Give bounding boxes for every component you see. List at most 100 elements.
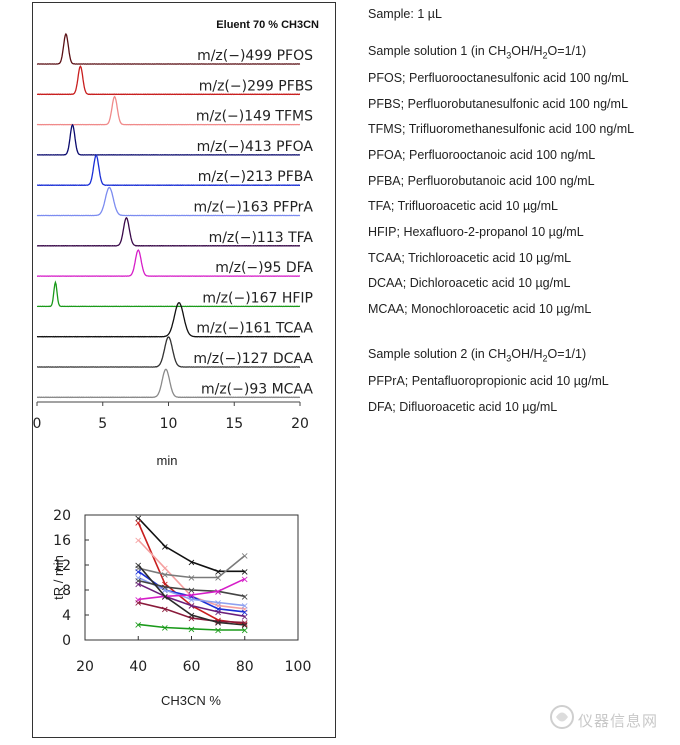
series-point-pfpra: × xyxy=(161,586,169,597)
plot-y-tick-label: 4 xyxy=(62,608,71,624)
trace-m-z-95-dfa xyxy=(37,249,300,277)
series-point-hfip: × xyxy=(134,620,142,631)
series-point-mcaa: × xyxy=(134,576,142,587)
solution1-heading: Sample solution 1 (in CH3OH/H2O=1/1) xyxy=(368,44,587,61)
legend-item-mcaa: MCAA; Monochloroacetic acid 10 µg/mL xyxy=(368,302,592,316)
legend-item-tfms: TFMS; Trifluoromethanesulfonic acid 100 … xyxy=(368,122,635,136)
legend-item-pfba: PFBA; Perfluorobutanoic acid 100 ng/mL xyxy=(368,174,595,188)
series-point-pfoa: × xyxy=(161,604,169,615)
figure-panel: Eluent 70 % CH3CN m/z(−)499 PFOS m/z(−)299… xyxy=(32,2,336,738)
series-point-pfpra: × xyxy=(241,601,249,612)
plot-x-tick-label: 80 xyxy=(236,659,254,675)
chromatogram-x-tick-label: 0 xyxy=(33,416,41,432)
series-line-pfoa xyxy=(138,601,245,624)
series-point-dcaa: × xyxy=(241,551,249,562)
series-point-dfa: × xyxy=(187,591,195,602)
series-point-mcaa: × xyxy=(161,582,169,593)
series-point-pfbs: × xyxy=(134,561,142,572)
chromatogram-x-tick-label: 15 xyxy=(225,416,243,432)
series-point-tfms: × xyxy=(214,601,222,612)
trace-label-m-z-149-tfms: m/z(−)149 TFMS xyxy=(196,109,313,125)
series-point-pfpra: × xyxy=(214,598,222,609)
series-point-tfms: × xyxy=(161,564,169,575)
series-point-pfoa: × xyxy=(241,618,249,629)
series-point-pfba: × xyxy=(214,604,222,615)
plot-y-axis-title: tR / min xyxy=(51,555,66,600)
trace-m-z-163-pfpra xyxy=(36,186,301,217)
series-line-pfba xyxy=(137,570,245,613)
plot-x-tick-label: 100 xyxy=(285,659,312,675)
legend-item-pfbs: PFBS; Perfluorobutanesulfonic acid 100 n… xyxy=(368,97,628,111)
trace-m-z-413-pfoa xyxy=(36,123,301,156)
series-line-hfip xyxy=(138,623,245,631)
series-point-pfba: × xyxy=(161,586,169,597)
series-point-tcaa: × xyxy=(161,542,169,553)
legend-item-pfos: PFOS; Perfluorooctanesulfonic acid 100 n… xyxy=(368,71,629,85)
trace-m-z-93-mcaa xyxy=(36,368,301,399)
series-point-tfms: × xyxy=(187,592,195,603)
series-point-hfip: × xyxy=(214,626,222,637)
solution2-heading: Sample solution 2 (in CH3OH/H2O=1/1) xyxy=(368,347,587,364)
series-point-pfba: × xyxy=(187,592,195,603)
series-point-pfbs: × xyxy=(214,618,222,629)
legend-item-tcaa: TCAA; Trichloroacetic acid 10 µg/mL xyxy=(368,251,572,265)
plot-x-tick-label: 20 xyxy=(76,659,94,675)
series-point-tcaa: × xyxy=(214,567,222,578)
series-line-dfa xyxy=(138,578,246,601)
legend-item-pfoa: PFOA; Perfluorooctanoic acid 100 ng/mL xyxy=(368,148,596,162)
trace-m-z-113-tfa xyxy=(36,216,301,247)
series-point-mcaa: × xyxy=(214,587,222,598)
series-point-dfa: × xyxy=(134,595,142,606)
chromatogram-x-axis-title: min xyxy=(157,453,178,468)
plot-x-axis-title: CH3CN % xyxy=(161,693,221,708)
sample-volume: Sample: 1 µL xyxy=(368,7,442,21)
series-point-pfbs: × xyxy=(187,611,195,622)
trace-label-m-z-95-dfa: m/z(−)95 DFA xyxy=(215,260,313,276)
series-point-hfip: × xyxy=(161,623,169,634)
series-point-dcaa: × xyxy=(134,564,142,575)
series-point-hfip: × xyxy=(241,626,249,637)
trace-label-m-z-299-pfbs: m/z(−)299 PFBS xyxy=(199,78,313,94)
series-point-hfip: × xyxy=(187,624,195,635)
series-point-pfos: × xyxy=(134,518,142,529)
series-point-pfba: × xyxy=(134,567,142,578)
legend-item-dfa: DFA; Difluoroacetic acid 10 µg/mL xyxy=(368,400,558,414)
trace-label-m-z-93-mcaa: m/z(−)93 MCAA xyxy=(201,381,313,397)
series-point-pfba: × xyxy=(241,607,249,618)
legend-item-dcaa: DCAA; Dichloroacetic acid 10 µg/mL xyxy=(368,276,571,290)
series-point-pfos: × xyxy=(187,601,195,612)
legend-item-hfip: HFIP; Hexafluoro-2-propanol 10 µg/mL xyxy=(368,225,584,239)
trace-label-m-z-413-pfoa: m/z(−)413 PFOA xyxy=(197,139,314,155)
series-line-dcaa xyxy=(138,554,246,579)
series-point-pfbs: × xyxy=(241,621,249,632)
trace-label-m-z-127-dcaa: m/z(−)127 DCAA xyxy=(193,351,313,367)
series-point-pfbs: × xyxy=(161,592,169,603)
plot-y-tick-label: 16 xyxy=(53,533,71,549)
series-point-dfa: × xyxy=(214,587,222,598)
trace-m-z-167-hfip xyxy=(36,280,301,308)
series-point-tfa: × xyxy=(134,579,142,590)
charts-svg: Eluent 70 % CH3CN m/z(−)499 PFOS m/z(−)299… xyxy=(33,19,319,708)
plot-y-tick-label: 8 xyxy=(62,583,71,599)
eluent-label: Eluent 70 % CH3CN xyxy=(216,19,319,31)
series-point-pfpra: × xyxy=(187,595,195,606)
series-point-tcaa: × xyxy=(241,567,249,578)
legend-item-pfpra: PFPrA; Pentafluoropropionic acid 10 µg/m… xyxy=(368,374,609,388)
legend-item-tfa: TFA; Trifluoroacetic acid 10 µg/mL xyxy=(368,199,558,213)
trace-label-m-z-161-tcaa: m/z(−)161 TCAA xyxy=(196,321,313,337)
series-point-dcaa: × xyxy=(161,570,169,581)
trace-label-m-z-499-pfos: m/z(−)499 PFOS xyxy=(197,48,313,64)
watermark-text: 仪器信息网 xyxy=(578,712,659,730)
series-line-tcaa xyxy=(137,517,245,573)
watermark-logo-icon xyxy=(550,705,574,729)
series-point-dfa: × xyxy=(241,574,249,585)
plot-x-tick-label: 40 xyxy=(129,659,147,675)
series-point-mcaa: × xyxy=(187,586,195,597)
plot-y-tick-label: 0 xyxy=(62,633,71,649)
series-point-tcaa: × xyxy=(134,514,142,525)
plot-x-tick-label: 60 xyxy=(183,659,201,675)
series-line-tfa xyxy=(137,583,245,618)
watermark: 仪器信息网 xyxy=(548,702,678,734)
trace-label-m-z-213-pfba: m/z(−)213 PFBA xyxy=(198,169,314,185)
trace-m-z-499-pfos xyxy=(36,32,301,65)
